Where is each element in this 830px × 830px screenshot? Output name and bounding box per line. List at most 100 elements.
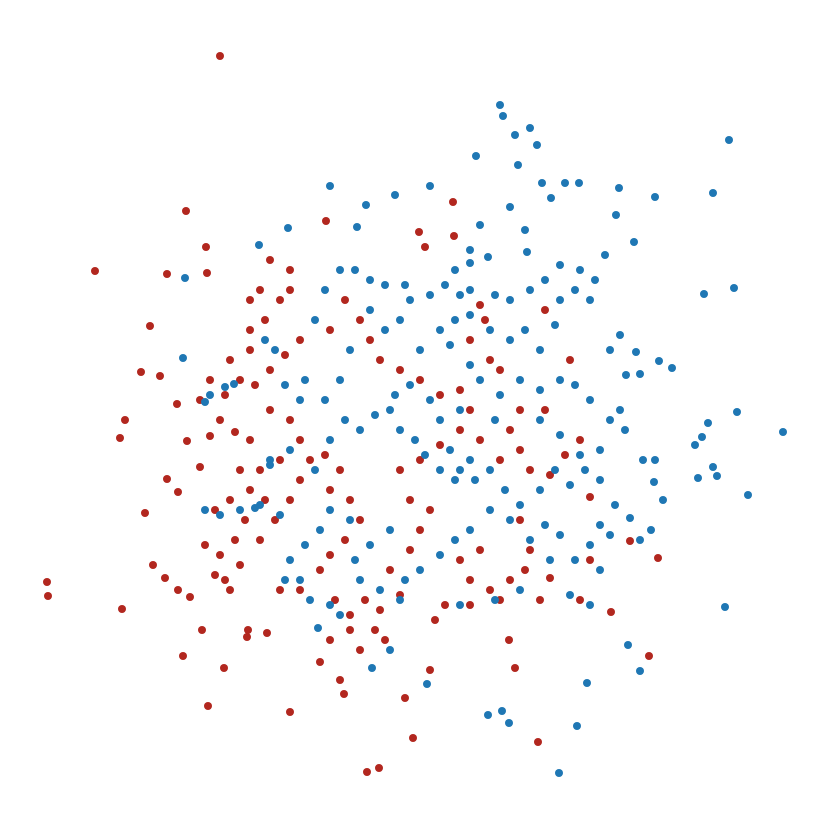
scatter-point [340, 690, 348, 698]
scatter-point [645, 652, 653, 660]
scatter-point [263, 629, 271, 637]
scatter-point [316, 526, 324, 534]
scatter-point [196, 463, 204, 471]
series-0 [43, 52, 662, 776]
scatter-point [616, 406, 624, 414]
scatter-point [511, 131, 519, 139]
scatter-point [356, 516, 364, 524]
scatter-point [243, 633, 251, 641]
scatter-point [526, 546, 534, 554]
scatter-point [556, 531, 564, 539]
scatter-point [516, 406, 524, 414]
scatter-point [266, 256, 274, 264]
scatter-point [521, 326, 529, 334]
scatter-point [511, 664, 519, 672]
scatter-point [255, 241, 263, 249]
scatter-point [226, 356, 234, 364]
scatter-point [650, 478, 658, 486]
scatter-point [505, 636, 513, 644]
scatter-point [476, 436, 484, 444]
scatter-point [526, 124, 534, 132]
scatter-point [596, 476, 604, 484]
scatter-point [371, 626, 379, 634]
scatter-point [236, 561, 244, 569]
scatter-point [691, 441, 699, 449]
scatter-point [316, 566, 324, 574]
scatter-point [244, 626, 252, 634]
scatter-point [386, 406, 394, 414]
scatter-point [541, 306, 549, 314]
scatter-point [611, 501, 619, 509]
scatter-point [141, 509, 149, 517]
scatter-point [551, 321, 559, 329]
scatter-point [466, 576, 474, 584]
scatter-point [201, 541, 209, 549]
scatter-point [541, 406, 549, 414]
scatter-point [491, 596, 499, 604]
scatter-point [506, 336, 514, 344]
scatter-point [436, 551, 444, 559]
scatter-point [186, 593, 194, 601]
scatter-point [456, 406, 464, 414]
scatter-point [211, 506, 219, 514]
scatter-point [216, 52, 224, 60]
scatter-point [206, 432, 214, 440]
scatter-point [286, 266, 294, 274]
scatter-point [386, 646, 394, 654]
scatter-point [536, 486, 544, 494]
scatter-point [366, 541, 374, 549]
scatter-point [43, 578, 51, 586]
scatter-point [281, 351, 289, 359]
scatter-point [376, 586, 384, 594]
scatter-point [536, 596, 544, 604]
scatter-point [346, 346, 354, 354]
scatter-point [351, 266, 359, 274]
scatter-point [556, 431, 564, 439]
scatter-point [326, 436, 334, 444]
scatter-point [198, 626, 206, 634]
scatter-point [516, 446, 524, 454]
scatter-point [496, 366, 504, 374]
scatter-point [573, 722, 581, 730]
scatter-point [624, 641, 632, 649]
scatter-point [615, 184, 623, 192]
scatter-point [516, 501, 524, 509]
scatter-point [276, 586, 284, 594]
scatter-point [441, 281, 449, 289]
scatter-point [700, 290, 708, 298]
scatter-point [506, 296, 514, 304]
scatter-point [161, 574, 169, 582]
scatter-point [416, 526, 424, 534]
scatter-point [406, 381, 414, 389]
scatter-point [256, 536, 264, 544]
scatter-point [423, 680, 431, 688]
scatter-point [498, 707, 506, 715]
scatter-point [466, 311, 474, 319]
scatter-point [451, 316, 459, 324]
scatter-point [416, 456, 424, 464]
scatter-point [261, 336, 269, 344]
scatter-point [236, 466, 244, 474]
scatter-point [346, 611, 354, 619]
scatter-point [246, 346, 254, 354]
scatter-point [630, 238, 638, 246]
scatter-point [216, 551, 224, 559]
scatter-point [326, 182, 334, 190]
scatter-point [221, 383, 229, 391]
scatter-point [581, 466, 589, 474]
scatter-point [301, 541, 309, 549]
scatter-point [586, 601, 594, 609]
scatter-point [236, 376, 244, 384]
scatter-point [576, 436, 584, 444]
scatter-point [336, 611, 344, 619]
scatter-point [306, 596, 314, 604]
scatter-point [501, 486, 509, 494]
scatter-point [281, 576, 289, 584]
scatter-point [506, 203, 514, 211]
scatter-point [647, 526, 655, 534]
scatter-point [396, 596, 404, 604]
scatter-point [466, 456, 474, 464]
scatter-point [381, 326, 389, 334]
